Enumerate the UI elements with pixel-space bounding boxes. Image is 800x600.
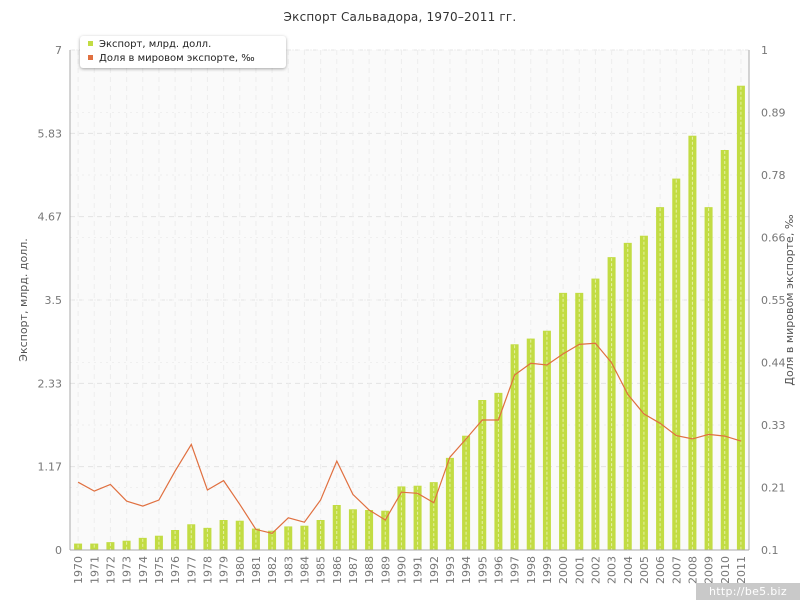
legend-item-export: Экспорт, млрд. долл. bbox=[88, 39, 211, 50]
x-tick-label: 2004 bbox=[622, 556, 635, 584]
y-axis-label: Экспорт, млрд. долл. bbox=[17, 238, 30, 361]
y2-tick-label: 0.78 bbox=[761, 169, 786, 182]
bar bbox=[478, 400, 487, 550]
x-tick-label: 1974 bbox=[137, 556, 150, 584]
bar bbox=[251, 528, 260, 550]
y-tick-label: 7 bbox=[55, 44, 62, 57]
bar bbox=[219, 520, 228, 550]
x-tick-label: 2011 bbox=[735, 556, 748, 584]
legend-item-share: Доля в мировом экспорте, ‰ bbox=[88, 53, 255, 64]
x-tick-label: 1970 bbox=[72, 556, 85, 584]
x-tick-label: 1978 bbox=[201, 556, 214, 584]
x-tick-label: 1999 bbox=[541, 556, 554, 584]
x-tick-label: 2008 bbox=[686, 556, 699, 584]
x-tick-label: 1996 bbox=[492, 556, 505, 584]
bar bbox=[235, 520, 244, 550]
x-tick-label: 2003 bbox=[606, 556, 619, 584]
y2-tick-label: 0.66 bbox=[761, 232, 786, 245]
x-tick-label: 1998 bbox=[525, 556, 538, 584]
x-tick-label: 1980 bbox=[234, 556, 247, 584]
chart-title: Экспорт Сальвадора, 1970–2011 гг. bbox=[283, 10, 517, 24]
x-tick-label: 1990 bbox=[395, 556, 408, 584]
y-tick-label: 4.67 bbox=[38, 211, 63, 224]
bar bbox=[542, 330, 551, 550]
x-tick-label: 1997 bbox=[509, 556, 522, 584]
x-tick-label: 1988 bbox=[363, 556, 376, 584]
bar-series bbox=[74, 85, 745, 551]
x-tick-label: 1987 bbox=[347, 556, 360, 584]
y-tick-label: 5.83 bbox=[38, 127, 63, 140]
x-tick-label: 2002 bbox=[589, 556, 602, 584]
bar bbox=[365, 510, 374, 550]
y2-tick-label: 0.1 bbox=[761, 544, 779, 557]
y-tick-label: 1.17 bbox=[38, 461, 63, 474]
legend-swatch-export bbox=[88, 40, 93, 46]
x-tick-label: 1979 bbox=[218, 556, 231, 584]
x-tick-label: 1983 bbox=[282, 556, 295, 584]
y-tick-label: 3.5 bbox=[45, 294, 63, 307]
legend-label-export: Экспорт, млрд. долл. bbox=[99, 39, 212, 50]
x-tick-label: 2010 bbox=[719, 556, 732, 584]
x-tick-label: 2001 bbox=[573, 556, 586, 584]
axes bbox=[69, 50, 750, 551]
y2-tick-label: 0.21 bbox=[761, 482, 786, 495]
watermark-link[interactable]: http://be5.biz bbox=[696, 583, 800, 600]
x-tick-label: 1995 bbox=[476, 556, 489, 584]
bar bbox=[526, 338, 535, 550]
legend: Экспорт, млрд. долл. Доля в мировом эксп… bbox=[80, 36, 286, 68]
x-tick-label: 2005 bbox=[638, 556, 651, 584]
y2-tick-label: 0.44 bbox=[761, 357, 786, 370]
x-tick-label: 1986 bbox=[331, 556, 344, 584]
x-tick-label: 1971 bbox=[88, 556, 101, 584]
y2-axis-label: Доля в мировом экспорте, ‰ bbox=[783, 214, 796, 385]
bar bbox=[122, 540, 131, 550]
bar bbox=[672, 178, 681, 551]
y2-tick-label: 0.55 bbox=[761, 294, 786, 307]
legend-swatch-share bbox=[88, 54, 93, 60]
x-tick-label: 1993 bbox=[444, 556, 457, 584]
x-tick-label: 1991 bbox=[412, 556, 425, 584]
x-tick-label: 1982 bbox=[266, 556, 279, 584]
y2-tick-label: 0.89 bbox=[761, 107, 786, 120]
share-line bbox=[77, 342, 742, 534]
y2-tick-label: 1 bbox=[761, 44, 768, 57]
x-tick-label: 1973 bbox=[121, 556, 134, 584]
x-tick-label: 2006 bbox=[654, 556, 667, 584]
x-tick-label: 1989 bbox=[379, 556, 392, 584]
x-tick-label: 1994 bbox=[460, 556, 473, 584]
bar bbox=[171, 530, 180, 550]
y2-tick-label: 0.33 bbox=[761, 419, 786, 432]
x-tick-label: 1984 bbox=[298, 556, 311, 584]
x-tick-label: 1972 bbox=[104, 556, 117, 584]
x-tick-label: 1981 bbox=[250, 556, 263, 584]
x-tick-label: 2007 bbox=[670, 556, 683, 584]
y-tick-label: 0 bbox=[55, 544, 62, 557]
x-tick-label: 1977 bbox=[185, 556, 198, 584]
x-tick-label: 1992 bbox=[428, 556, 441, 584]
legend-label-share: Доля в мировом экспорте, ‰ bbox=[99, 53, 255, 64]
x-tick-label: 2009 bbox=[703, 556, 716, 584]
bar bbox=[268, 530, 277, 550]
y-tick-label: 2.33 bbox=[38, 377, 63, 390]
bar bbox=[720, 150, 729, 550]
tick-labels: 0 1.17 2.33 3.5 4.67 5.83 7 0.1 0.21 0.33 0.44 0.55… bbox=[38, 44, 786, 584]
x-tick-label: 1975 bbox=[153, 556, 166, 584]
x-tick-label: 1976 bbox=[169, 556, 182, 584]
bar bbox=[591, 278, 600, 550]
x-tick-label: 2000 bbox=[557, 556, 570, 584]
x-tick-label: 1985 bbox=[315, 556, 328, 584]
bar bbox=[348, 509, 357, 550]
bar bbox=[316, 520, 325, 550]
line-series bbox=[77, 342, 742, 534]
bar bbox=[381, 510, 390, 550]
